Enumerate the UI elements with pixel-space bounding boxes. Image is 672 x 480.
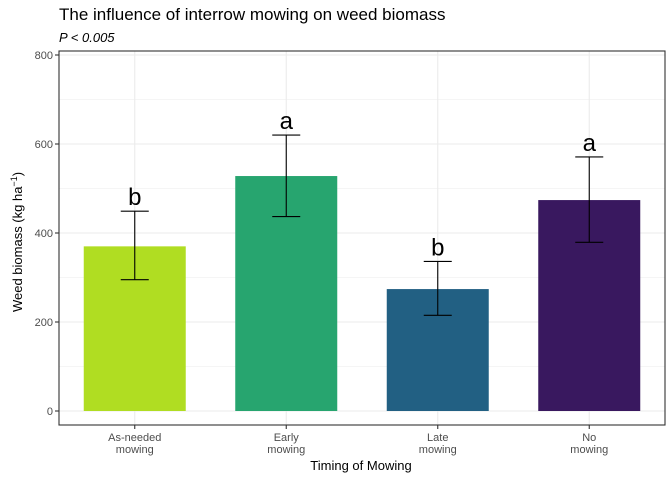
x-tick-label: Late mowing	[419, 432, 457, 456]
x-tick-label-line: mowing	[267, 444, 305, 456]
significance-letter: a	[280, 108, 294, 135]
x-tick-label-line: mowing	[419, 444, 457, 456]
x-tick-label: No mowing	[570, 432, 608, 456]
y-axis-title: Weed biomass (kg ha−1)	[9, 172, 25, 312]
significance-letter: a	[583, 130, 597, 157]
y-tick-label: 800	[35, 50, 53, 62]
x-tick-label-line: Late	[427, 432, 448, 444]
y-tick-label: 400	[35, 228, 53, 240]
x-tick-label: Early mowing	[267, 432, 305, 456]
y-tick-label: 200	[35, 317, 53, 329]
y-axis-title-superscript: −1	[9, 176, 19, 186]
chart-subtitle: P < 0.005	[59, 30, 115, 45]
significance-letter: b	[431, 234, 444, 261]
chart-title: The influence of interrow mowing on weed…	[59, 5, 445, 24]
y-tick-label: 600	[35, 139, 53, 151]
y-axis-title-close: )	[10, 172, 25, 176]
y-axis-title-main: Weed biomass (kg ha	[10, 186, 25, 312]
significance-letter: b	[128, 184, 141, 211]
plot-border	[58, 50, 666, 426]
x-tick-label-line: As-needed	[108, 432, 161, 444]
x-axis-title: Timing of Mowing	[310, 458, 411, 473]
x-tick-label: As-needed mowing	[108, 432, 161, 456]
x-tick-label-line: Early	[274, 432, 300, 444]
y-tick-label: 0	[47, 406, 53, 418]
x-tick-label-line: No	[582, 432, 596, 444]
x-tick-label-line: mowing	[116, 444, 154, 456]
x-tick-label-line: mowing	[570, 444, 608, 456]
